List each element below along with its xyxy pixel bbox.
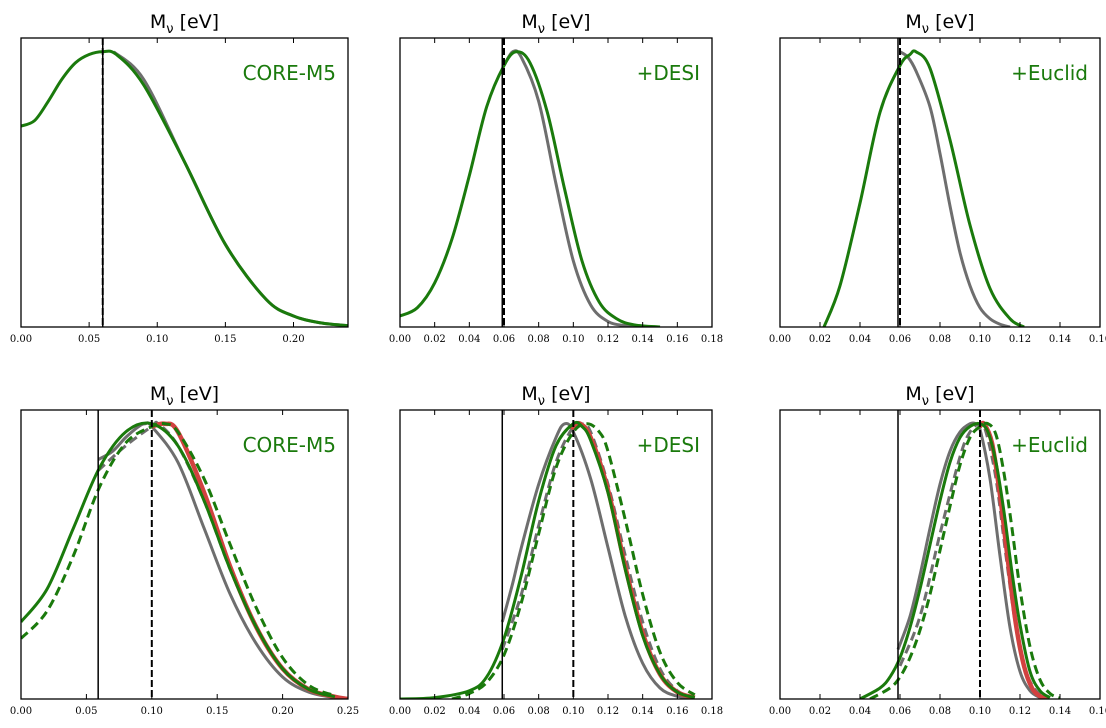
x-tick-label: 0.00 — [10, 334, 32, 345]
x-tick-label: 0.00 — [389, 706, 411, 717]
series-green-dashed — [451, 422, 696, 699]
plot-area — [400, 410, 696, 699]
x-tick-label: 0.14 — [1049, 334, 1071, 345]
x-tick-label: 0.16 — [666, 706, 688, 717]
series-gray-solid — [500, 421, 695, 699]
dataset-label: +Euclid — [1011, 61, 1088, 85]
dataset-label: CORE-M5 — [243, 433, 336, 457]
series-red-solid — [978, 420, 1049, 699]
series-gray-solid — [896, 421, 1041, 699]
panel-3: 0.00 0.02 0.04 0.06 0.08 0.10 0.12 0.14 0.16 Mν [… — [769, 11, 1106, 345]
dataset-label: +DESI — [637, 433, 700, 457]
x-tick-label: 0.00 — [769, 706, 791, 717]
x-tick-label: 0.00 — [389, 334, 411, 345]
axes-frame — [20, 37, 349, 328]
x-tick-label: 0.10 — [969, 334, 991, 345]
x-tick-label: 0.16 — [1089, 334, 1106, 345]
panel-title: Mν [eV] — [150, 383, 219, 409]
panel-title: Mν [eV] — [905, 11, 974, 37]
series-green-solid — [21, 421, 336, 699]
x-tick-label: 0.06 — [493, 706, 515, 717]
series-red-solid — [569, 421, 696, 699]
dataset-label: CORE-M5 — [243, 61, 336, 85]
x-tick-label: 0.10 — [141, 706, 163, 717]
panel-6: 0.00 0.02 0.04 0.06 0.08 0.10 0.12 0.14 0.16 Mν [… — [769, 383, 1106, 717]
series-gray-solid — [502, 49, 643, 327]
x-tick-label: 0.06 — [889, 706, 911, 717]
plot-area — [400, 38, 661, 327]
x-tick-label: 0.08 — [929, 706, 951, 717]
series-gray-solid — [899, 50, 1011, 327]
x-tick-label: 0.04 — [458, 706, 480, 717]
series-green-solid — [21, 49, 348, 327]
panel-title: Mν [eV] — [150, 11, 219, 37]
series-green-solid — [400, 420, 696, 699]
plot-area — [822, 38, 1025, 327]
x-tick-label: 0.06 — [493, 334, 515, 345]
x-tick-label: 0.18 — [701, 334, 723, 345]
series-gray-dashed — [500, 420, 696, 699]
axes-frame — [20, 409, 349, 700]
series-green-solid — [400, 50, 661, 327]
x-tick-label: 0.14 — [632, 334, 654, 345]
x-tick-label: 0.16 — [666, 334, 688, 345]
panel-title: Mν [eV] — [521, 11, 590, 37]
x-tick-label: 0.06 — [889, 334, 911, 345]
x-tick-label: 0.10 — [969, 706, 991, 717]
x-tick-label: 0.12 — [597, 706, 619, 717]
x-tick-label: 0.12 — [597, 334, 619, 345]
x-tick-label: 0.15 — [206, 706, 228, 717]
panel-title: Mν [eV] — [521, 383, 590, 409]
series-gray-solid — [97, 421, 336, 699]
dataset-label: +Euclid — [1011, 433, 1088, 457]
x-tick-label: 0.02 — [424, 334, 446, 345]
dataset-label: +DESI — [637, 61, 700, 85]
panel-2: 0.00 0.02 0.04 0.06 0.08 0.10 0.12 0.14 0.16 0.18… — [389, 11, 723, 345]
x-tick-label: 0.00 — [769, 334, 791, 345]
x-tick-label: 0.12 — [1009, 334, 1031, 345]
series-green-solid — [859, 421, 1051, 699]
axes-frame — [399, 37, 713, 328]
x-tick-label: 0.18 — [701, 706, 723, 717]
x-tick-label: 0.02 — [809, 706, 831, 717]
x-tick-label: 0.16 — [1089, 706, 1106, 717]
x-tick-label: 0.12 — [1009, 706, 1031, 717]
plot-area — [21, 410, 348, 699]
x-tick-label: 0.25 — [337, 706, 359, 717]
x-tick-label: 0.04 — [849, 334, 871, 345]
panel-title: Mν [eV] — [905, 383, 974, 409]
x-tick-label: 0.10 — [146, 334, 168, 345]
x-tick-label: 0.05 — [75, 706, 97, 717]
x-tick-label: 0.02 — [424, 706, 446, 717]
panel-4: 0.00 0.05 0.10 0.15 0.20 0.25 Mν [eV] CORE-M5 — [10, 383, 359, 717]
series-red-solid — [151, 421, 348, 699]
x-tick-label: 0.14 — [1049, 706, 1071, 717]
x-tick-label: 0.15 — [214, 334, 236, 345]
x-tick-label: 0.05 — [78, 334, 100, 345]
series-green-dashed — [869, 421, 1061, 699]
x-tick-label: 0.00 — [10, 706, 32, 717]
x-tick-label: 0.08 — [528, 334, 550, 345]
x-tick-label: 0.10 — [562, 334, 584, 345]
x-tick-label: 0.02 — [809, 334, 831, 345]
x-tick-label: 0.08 — [929, 334, 951, 345]
x-tick-label: 0.14 — [632, 706, 654, 717]
axes-frame — [399, 409, 713, 700]
panel-1: 0.00 0.05 0.10 0.15 0.20 Mν [eV] CORE-M5 — [10, 11, 349, 345]
x-tick-label: 0.20 — [271, 706, 293, 717]
x-tick-label: 0.04 — [849, 706, 871, 717]
series-green-solid — [822, 49, 1025, 327]
x-tick-label: 0.04 — [458, 334, 480, 345]
x-tick-label: 0.20 — [282, 334, 304, 345]
x-tick-label: 0.10 — [562, 706, 584, 717]
plot-area — [859, 410, 1061, 699]
plot-area — [21, 38, 348, 327]
panel-5: 0.00 0.02 0.04 0.06 0.08 0.10 0.12 0.14 0.16 0.18… — [389, 383, 723, 717]
x-tick-label: 0.08 — [528, 706, 550, 717]
